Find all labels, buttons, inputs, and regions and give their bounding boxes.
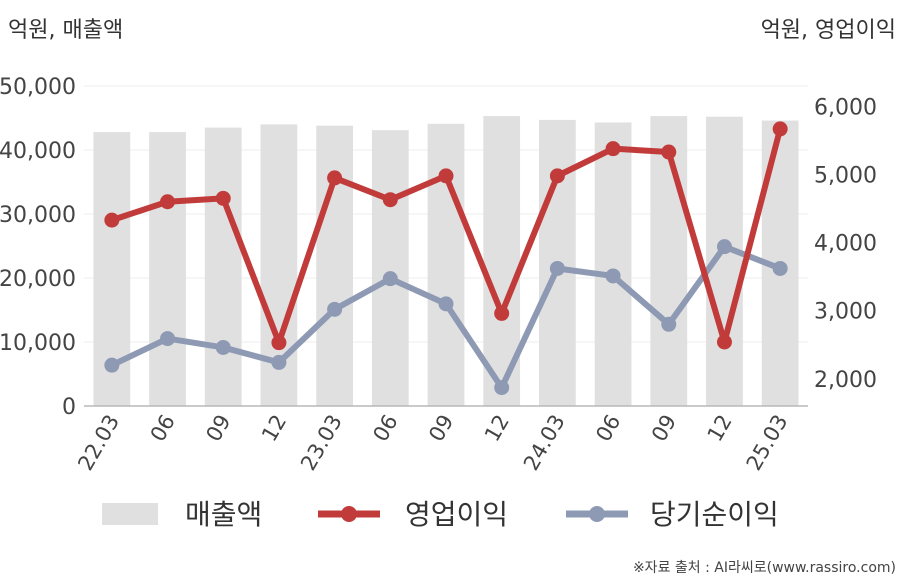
operating-profit-point: [382, 192, 398, 208]
net-income-point: [327, 301, 343, 317]
net-income-point: [549, 260, 565, 276]
right-tick-label: 2,000: [814, 368, 877, 393]
left-tick-label: 10,000: [0, 331, 76, 356]
right-axis-ticks: 2,000 3,000 4,000 5,000 6,000: [814, 95, 877, 392]
operating-profit-point: [160, 194, 176, 210]
x-tick-label: 09: [647, 411, 681, 446]
left-tick-label: 50,000: [0, 75, 76, 100]
sales-bars: [93, 116, 799, 407]
net-income-point: [215, 339, 231, 355]
operating-profit-point: [438, 168, 454, 184]
bar-06: [149, 132, 186, 406]
x-tick-label: 22.03: [73, 411, 124, 475]
net-income-point: [661, 316, 677, 332]
profit-lines: [104, 121, 788, 396]
operating-profit-point: [215, 190, 231, 206]
operating-profit-point: [772, 121, 788, 137]
net-income-point: [494, 380, 510, 396]
x-tick-label: 23.03: [296, 411, 347, 475]
net-income-point: [438, 296, 454, 312]
operating-profit-point: [327, 170, 343, 186]
bar-06: [594, 122, 632, 406]
operating-profit-point: [661, 144, 677, 160]
left-tick-label: 30,000: [0, 203, 76, 228]
legend-label-operating-profit: 영업이익: [405, 498, 508, 531]
left-axis-unit: 억원, 매출액: [8, 18, 123, 43]
x-tick-label: 24.03: [519, 411, 570, 475]
x-tick-label: 06: [146, 411, 180, 446]
operating-profit-point: [494, 305, 510, 321]
legend-label-sales: 매출액: [185, 498, 262, 531]
left-tick-label: 20,000: [0, 267, 76, 292]
x-tick-label: 12: [703, 411, 737, 446]
bar-09: [427, 123, 465, 406]
left-tick-label: 0: [62, 395, 76, 420]
net-income-point: [382, 271, 398, 287]
x-tick-label: 06: [368, 411, 402, 446]
operating-profit-point: [549, 168, 565, 184]
x-tick-label: 06: [591, 411, 625, 446]
x-axis-ticks: 22.03 06 09 12 23.03 06 09 12 24.03 06 09 12 25.03: [73, 411, 792, 475]
net-income-point: [716, 239, 732, 255]
legend-swatch-sales: [102, 503, 158, 525]
operating-profit-point: [271, 335, 287, 351]
legend-marker-operating-profit: [341, 506, 357, 522]
operating-profit-point: [716, 334, 732, 350]
net-income-point: [605, 268, 621, 284]
legend-label-net-income: 당기순이익: [650, 498, 779, 531]
source-note: ※자료 출처 : AI라씨로(www.rassiro.com): [633, 560, 896, 576]
left-tick-label: 40,000: [0, 139, 76, 164]
right-tick-label: 3,000: [814, 300, 877, 325]
x-tick-label: 09: [201, 411, 235, 446]
net-income-point: [271, 354, 287, 370]
right-axis-unit: 억원, 영업이익: [761, 18, 896, 43]
net-income-point: [160, 331, 176, 347]
right-tick-label: 6,000: [814, 95, 877, 120]
x-tick-label: 12: [257, 411, 291, 446]
right-tick-label: 5,000: [814, 164, 877, 189]
x-tick-label: 12: [480, 411, 514, 446]
bar-06: [371, 130, 409, 406]
bar-23.03: [316, 125, 353, 407]
legend: 매출액 영업이익 당기순이익: [102, 498, 779, 531]
x-tick-label: 25.03: [742, 411, 793, 475]
bar-09: [650, 116, 688, 406]
bar-09: [204, 127, 242, 406]
x-tick-label: 09: [424, 411, 458, 446]
net-income-point: [772, 260, 788, 276]
legend-marker-net-income: [589, 506, 605, 522]
right-tick-label: 4,000: [814, 232, 877, 257]
operating-profit-point: [605, 141, 621, 157]
net-income-point: [104, 357, 120, 373]
left-axis-ticks: 0 10,000 20,000 30,000 40,000 50,000: [0, 75, 76, 420]
operating-profit-point: [104, 212, 120, 228]
